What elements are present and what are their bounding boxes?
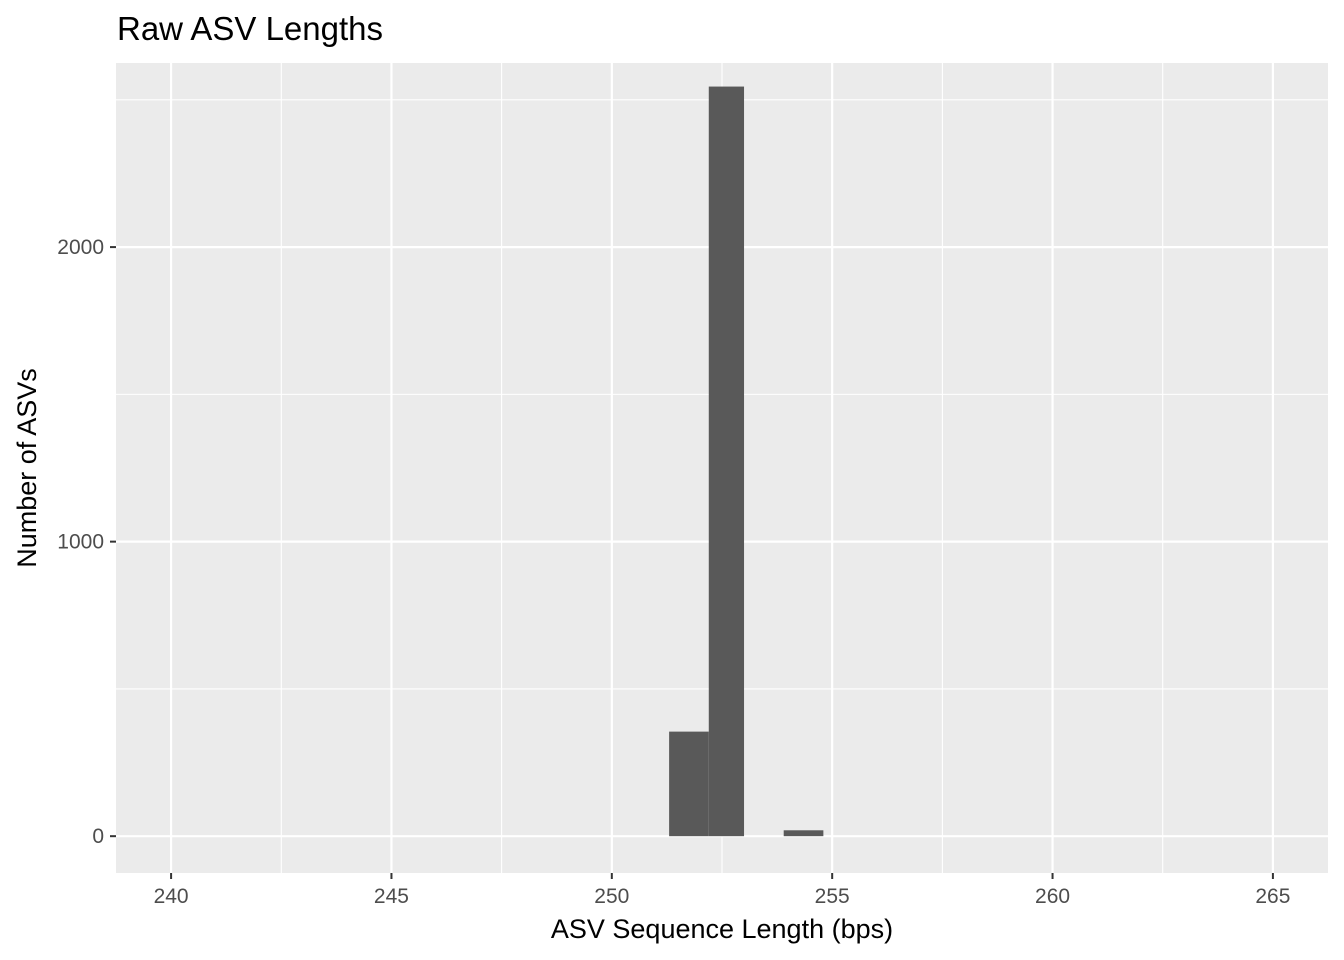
y-axis-title: Number of ASVs bbox=[12, 368, 42, 568]
y-tick-label: 1000 bbox=[57, 531, 104, 554]
histogram-bar bbox=[708, 86, 745, 837]
x-tick-label: 250 bbox=[594, 885, 629, 908]
x-tick-label: 245 bbox=[374, 885, 409, 908]
chart-title: Raw ASV Lengths bbox=[117, 10, 383, 47]
y-axis-ticks: 0 1000 2000 bbox=[57, 236, 116, 848]
y-tick-label: 2000 bbox=[57, 236, 104, 259]
x-axis-title: ASV Sequence Length (bps) bbox=[551, 914, 893, 944]
y-tick-label: 0 bbox=[92, 825, 104, 848]
histogram-bars bbox=[669, 86, 824, 837]
histogram-bar bbox=[783, 830, 824, 837]
x-tick-label: 240 bbox=[154, 885, 189, 908]
x-tick-label: 265 bbox=[1255, 885, 1290, 908]
x-axis-ticks: 240 245 250 255 260 265 bbox=[154, 873, 1290, 908]
histogram-bar bbox=[669, 731, 709, 837]
x-tick-label: 255 bbox=[815, 885, 850, 908]
x-tick-label: 260 bbox=[1035, 885, 1070, 908]
